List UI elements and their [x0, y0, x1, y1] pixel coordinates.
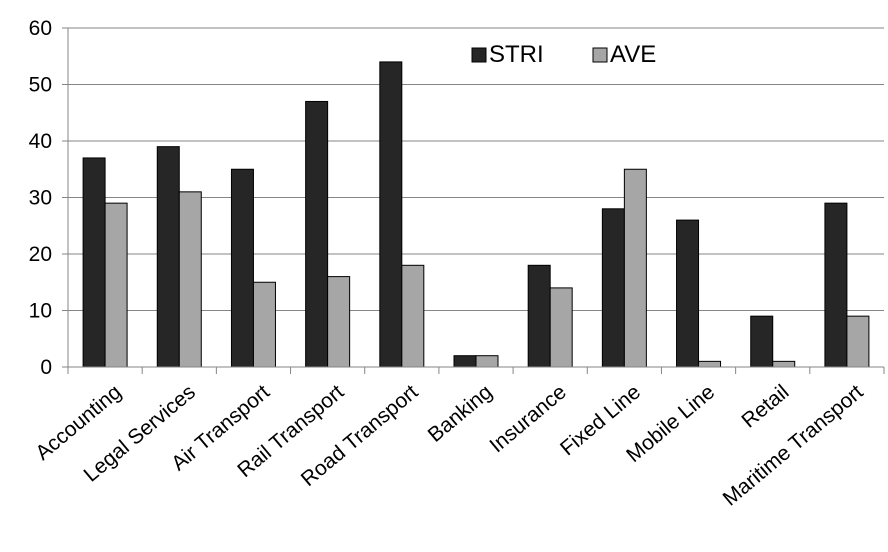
- bars: [82, 61, 870, 368]
- bar-stri-insurance: [527, 264, 551, 368]
- bar-ave-accounting: [104, 202, 128, 368]
- bar-ave-retail: [772, 360, 796, 368]
- y-tick-label: 10: [29, 300, 52, 323]
- legend-label-ave: AVE: [610, 41, 656, 68]
- bar-stri-legal-services: [156, 146, 180, 368]
- bar-stri-road-transport: [379, 61, 403, 368]
- bar-stri-air-transport: [230, 168, 254, 368]
- bar-stri-mobile-line: [676, 219, 700, 368]
- axes: [62, 27, 885, 374]
- y-tick-label: 60: [29, 17, 52, 40]
- bar-ave-maritime-transport: [846, 315, 870, 368]
- bar-ave-banking: [475, 355, 499, 368]
- bar-ave-legal-services: [178, 191, 202, 368]
- x-tick-label: Banking: [424, 380, 497, 446]
- x-tick-label: Maritime Transport: [719, 380, 868, 510]
- gridlines: [68, 27, 884, 311]
- y-tick-label: 20: [29, 243, 52, 266]
- bar-ave-air-transport: [252, 281, 276, 368]
- y-tick-label: 30: [29, 187, 52, 210]
- bar-stri-accounting: [82, 157, 106, 368]
- x-tick-label: Retail: [737, 380, 793, 432]
- y-tick-label: 40: [29, 130, 52, 153]
- legend-swatch-ave: [592, 47, 608, 63]
- bar-ave-rail-transport: [327, 276, 351, 368]
- bar-stri-retail: [750, 315, 774, 368]
- y-tick-label: 50: [29, 74, 52, 97]
- bar-stri-maritime-transport: [824, 202, 848, 368]
- y-tick-labels: 0 10 20 30 40 50 60: [29, 17, 52, 379]
- legend: STRI AVE: [471, 41, 656, 68]
- legend-swatch-stri: [471, 47, 487, 63]
- bar-ave-road-transport: [401, 264, 425, 368]
- bar-ave-mobile-line: [698, 360, 722, 368]
- bar-stri-banking: [453, 355, 477, 368]
- bar-ave-fixed-line: [623, 168, 647, 368]
- legend-label-stri: STRI: [489, 41, 544, 68]
- y-tick-label: 0: [40, 356, 52, 379]
- bar-stri-rail-transport: [305, 100, 329, 368]
- bar-stri-fixed-line: [601, 208, 625, 368]
- bar-ave-insurance: [549, 287, 573, 368]
